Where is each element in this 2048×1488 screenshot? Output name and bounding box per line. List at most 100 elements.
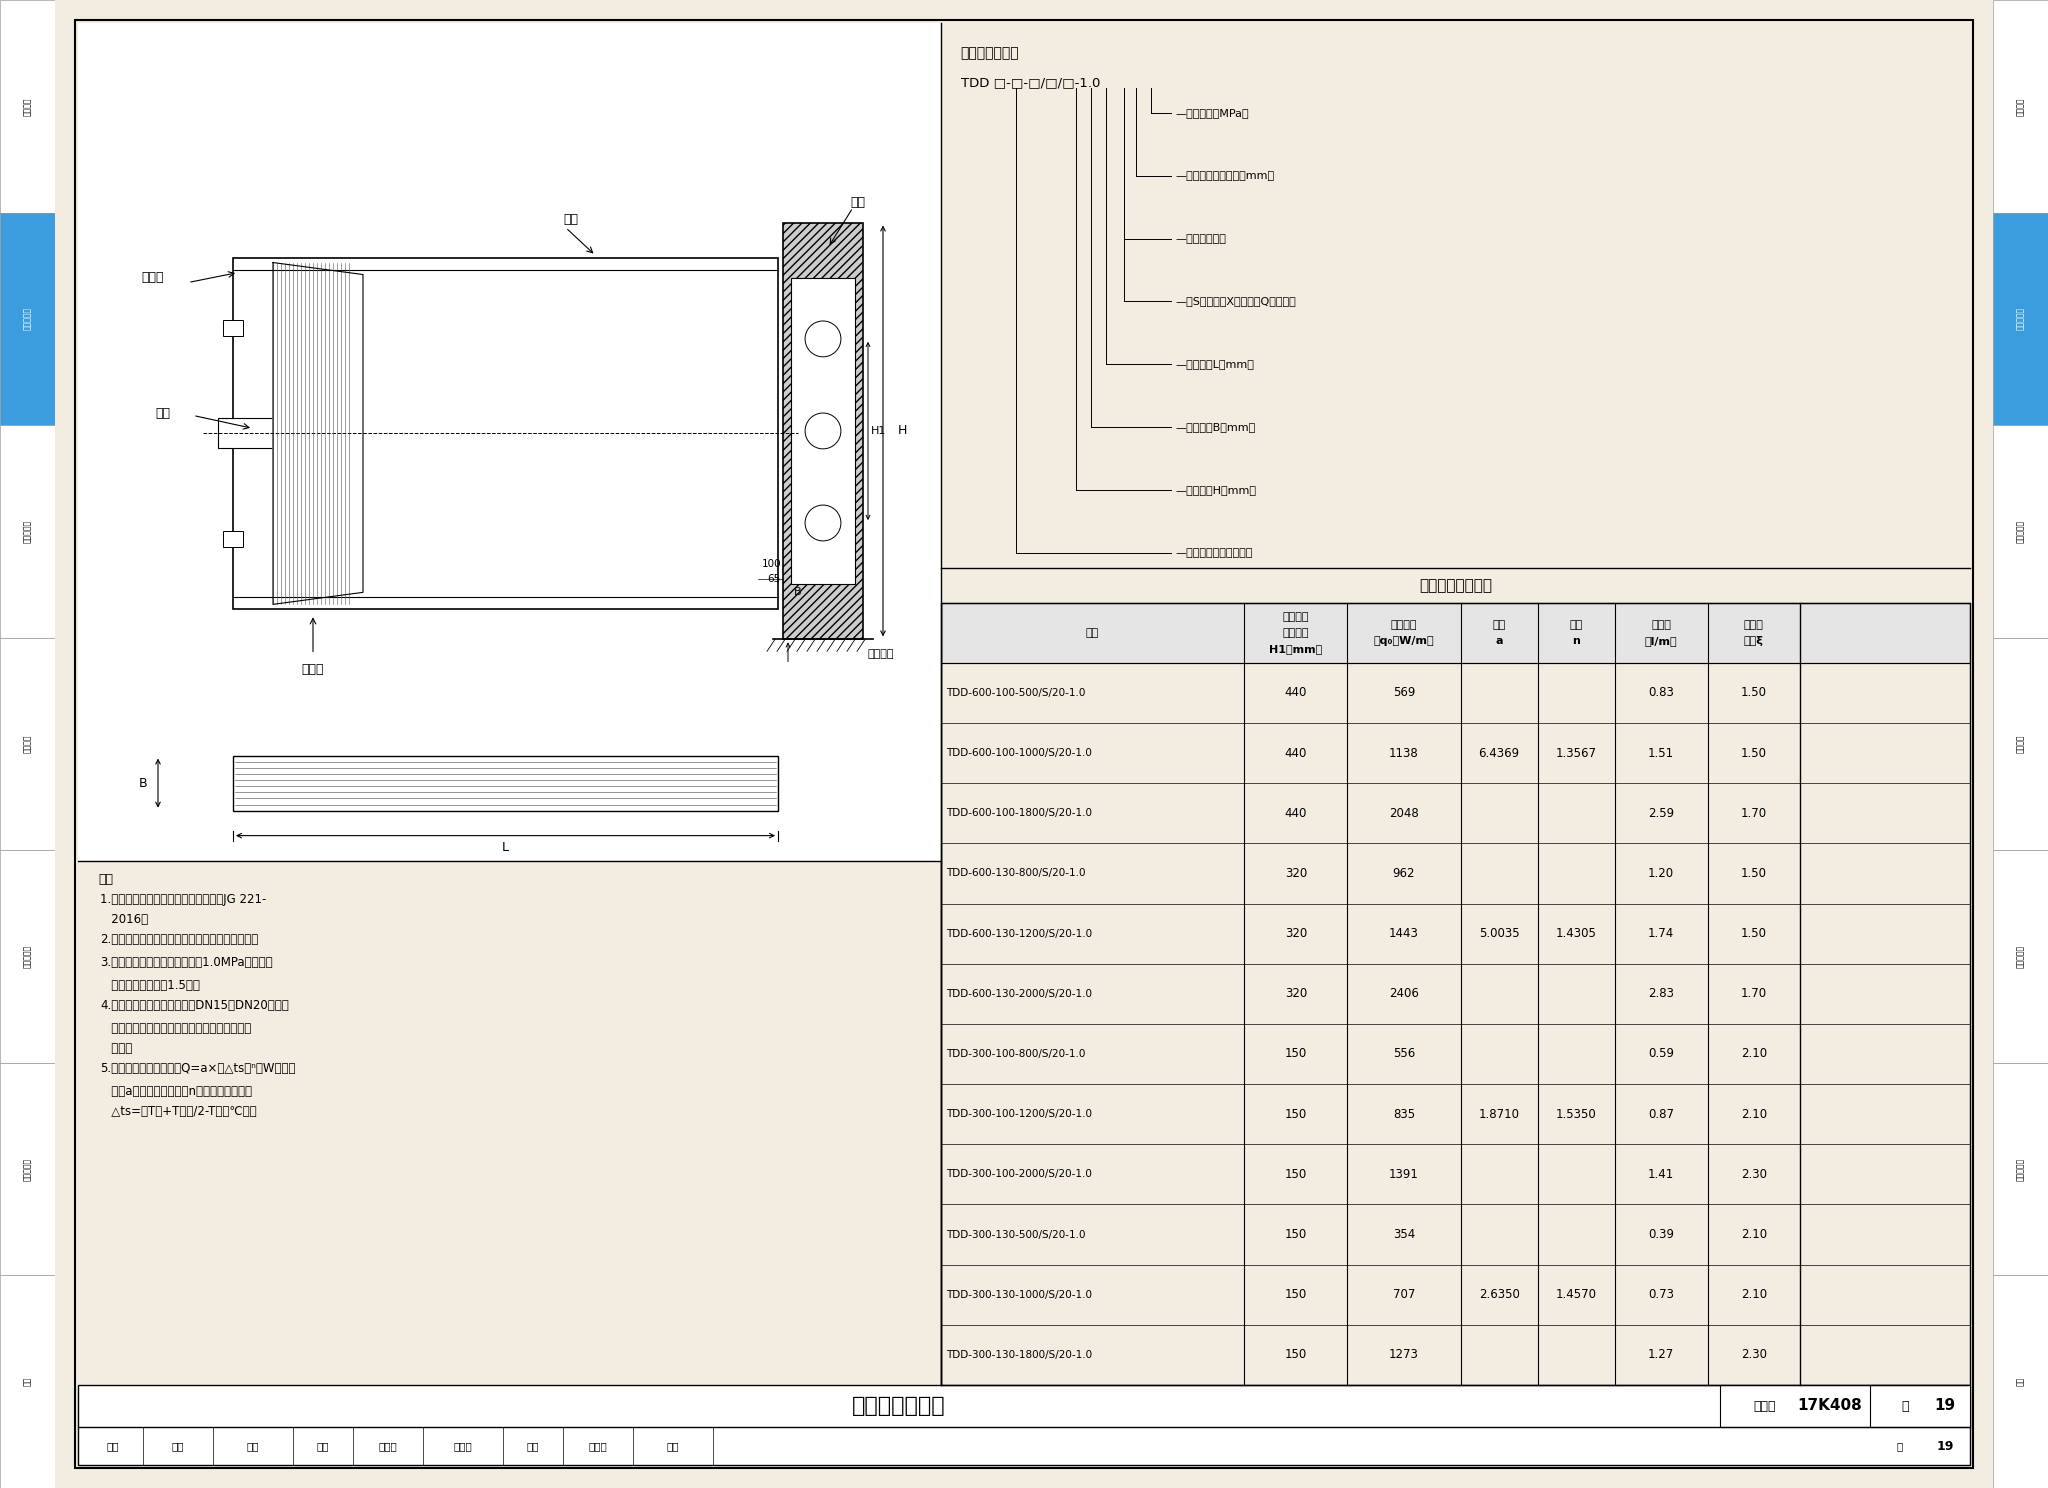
Text: 注：: 注： [98,872,113,885]
Bar [791,278,854,585]
Text: 320: 320 [1284,988,1307,1000]
Text: 150: 150 [1284,1289,1307,1301]
Text: —外罩宽度B（mm）: —外罩宽度B（mm） [1176,423,1255,432]
Bar [1993,1275,2048,1488]
Text: 量q₀（W/m）: 量q₀（W/m） [1374,635,1434,646]
Text: 1.20: 1.20 [1649,868,1675,879]
Text: TDD-300-100-800/S/20-1.0: TDD-300-100-800/S/20-1.0 [946,1049,1085,1059]
Text: 1.41: 1.41 [1649,1168,1675,1181]
Text: 1273: 1273 [1389,1348,1419,1362]
Text: 150: 150 [1284,1228,1307,1241]
Text: 铜管对流散热器: 铜管对流散热器 [852,1396,946,1417]
Text: 2.30: 2.30 [1741,1168,1767,1181]
Text: 100: 100 [762,559,780,570]
Text: 0.39: 0.39 [1649,1228,1673,1241]
Bar [0,1062,55,1275]
Text: 2.铜管对流连续型散热器根据具体设计要求确定。: 2.铜管对流连续型散热器根据具体设计要求确定。 [100,933,258,946]
Text: 440: 440 [1284,747,1307,759]
Text: 1.74: 1.74 [1649,927,1675,940]
Bar [0,1275,55,1488]
Text: 150: 150 [1284,1107,1307,1120]
Text: 2.59: 2.59 [1649,806,1675,820]
Text: 0.59: 0.59 [1649,1048,1673,1061]
Text: 1.27: 1.27 [1649,1348,1675,1362]
Text: 散热器安装: 散热器安装 [23,519,33,543]
Text: 董俯言: 董俯言 [379,1440,397,1451]
Text: 1443: 1443 [1389,927,1419,940]
Text: 标准散热: 标准散热 [1391,620,1417,629]
Text: 水容量: 水容量 [1651,620,1671,629]
Text: H1: H1 [870,426,887,436]
Text: a: a [1495,635,1503,646]
Polygon shape [272,262,362,604]
Text: 320: 320 [1284,868,1307,879]
Bar [233,257,778,610]
Text: 556: 556 [1393,1048,1415,1061]
Text: 1.5350: 1.5350 [1556,1107,1597,1120]
Bar [1993,850,2048,1062]
Text: 管道连接: 管道连接 [23,735,33,753]
Text: 2048: 2048 [1389,806,1419,820]
Text: 管道连接: 管道连接 [2015,735,2025,753]
Bar [1993,1062,2048,1275]
Bar [1870,1385,1970,1427]
Text: 5.散热器散热量计算方法Q=a×（△ts）ⁿ（W），式: 5.散热器散热量计算方法Q=a×（△ts）ⁿ（W），式 [100,1061,295,1074]
Text: TDD-600-130-1200/S/20-1.0: TDD-600-130-1200/S/20-1.0 [946,929,1092,939]
Text: 页: 页 [1901,1400,1909,1412]
Text: 手加: 手加 [246,1440,260,1451]
Text: 董俯主: 董俯主 [453,1440,473,1451]
Text: 系数: 系数 [1493,620,1505,629]
Text: 835: 835 [1393,1107,1415,1120]
Text: 铝翅片: 铝翅片 [301,662,324,676]
Text: 1.50: 1.50 [1741,686,1767,699]
Text: 散热器安装: 散热器安装 [2015,519,2025,543]
Text: 王加: 王加 [172,1440,184,1451]
Text: —接管管口公称直径（mm）: —接管管口公称直径（mm） [1176,171,1274,182]
Text: 3.散热器适用的最大工作压力为1.0MPa，试验压: 3.散热器适用的最大工作压力为1.0MPa，试验压 [100,955,272,969]
Text: 页: 页 [1896,1440,1903,1451]
Text: 1.51: 1.51 [1649,747,1675,759]
Text: 440: 440 [1284,686,1307,699]
Bar [1993,0,2048,213]
Text: B: B [795,588,801,597]
Bar [223,531,244,548]
Text: 2.10: 2.10 [1741,1107,1767,1120]
Bar [1993,426,2048,638]
Text: —外罩长度L（mm）: —外罩长度L（mm） [1176,359,1255,369]
Text: TDD-600-100-1800/S/20-1.0: TDD-600-100-1800/S/20-1.0 [946,808,1092,818]
Text: 707: 707 [1393,1289,1415,1301]
Text: B: B [139,777,147,790]
Bar [0,0,55,213]
Text: 1.本页散热器符合《铜管对流散热器》JG 221-: 1.本页散热器符合《铜管对流散热器》JG 221- [100,893,266,906]
Bar [0,850,55,1062]
Text: 150: 150 [1284,1348,1307,1362]
Text: —工作压力（MPa）: —工作压力（MPa） [1176,109,1249,118]
Bar [0,213,55,426]
Text: TDD-300-100-1200/S/20-1.0: TDD-300-100-1200/S/20-1.0 [946,1109,1092,1119]
Text: 2016。: 2016。 [100,912,147,926]
Text: 目录说明: 目录说明 [2015,97,2025,116]
Text: 采用侧接口连接，有特殊要求时可采用底接口: 采用侧接口连接，有特殊要求时可采用底接口 [100,1022,252,1034]
Text: 散热器选用: 散热器选用 [23,308,33,330]
Text: 0.83: 0.83 [1649,686,1673,699]
Text: 口中心距: 口中心距 [1282,628,1309,638]
Text: 1.8710: 1.8710 [1479,1107,1520,1120]
Text: 散热器型号标记: 散热器型号标记 [961,46,1020,60]
Bar [78,22,940,860]
Text: 1.50: 1.50 [1741,747,1767,759]
Text: 目录说明: 目录说明 [23,97,33,116]
Text: 附录: 附录 [2015,1376,2025,1387]
Text: 0.73: 0.73 [1649,1289,1673,1301]
Text: —（S一向上；X一斜上；Q一前上）: —（S一向上；X一斜上；Q一前上） [1176,296,1296,307]
Text: 4.散热器进出水口管径一般为DN15、DN20，一般: 4.散热器进出水口管径一般为DN15、DN20，一般 [100,998,289,1012]
Text: （l/m）: （l/m） [1645,635,1677,646]
Text: 320: 320 [1284,927,1307,940]
Text: 0.87: 0.87 [1649,1107,1673,1120]
Bar [233,756,778,811]
Text: L: L [502,841,510,854]
Text: —空气出口方向: —空气出口方向 [1176,234,1227,244]
Text: 1.4305: 1.4305 [1556,927,1597,940]
Text: 1.50: 1.50 [1741,927,1767,940]
Text: 水阻力: 水阻力 [1745,620,1763,629]
Text: 19: 19 [1935,1399,1956,1414]
